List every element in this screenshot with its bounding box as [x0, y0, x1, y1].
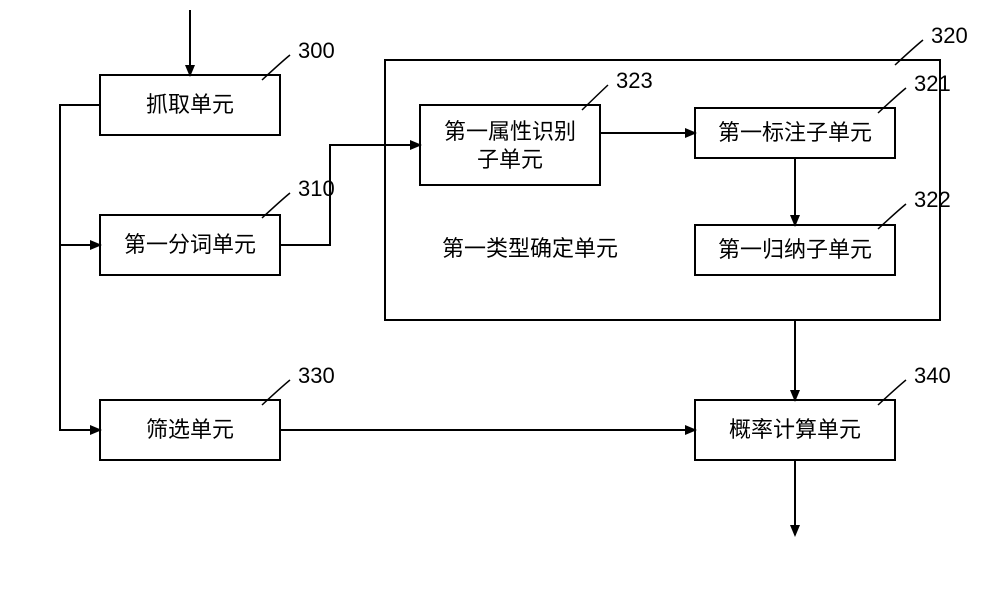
number-n310: 310	[298, 176, 335, 201]
number-n320: 320	[931, 23, 968, 48]
node-300: 抓取单元	[100, 75, 280, 135]
node-310: 第一分词单元	[100, 215, 280, 275]
number-n300: 300	[298, 38, 335, 63]
edge-e-300-310	[60, 105, 100, 245]
node-321: 第一标注子单元	[695, 108, 895, 158]
node-321-label: 第一标注子单元	[718, 120, 872, 145]
node-330-label: 筛选单元	[146, 417, 234, 442]
node-300-label: 抓取单元	[146, 92, 234, 117]
number-n340: 340	[914, 363, 951, 388]
node-330: 筛选单元	[100, 400, 280, 460]
node-310-label: 第一分词单元	[124, 232, 256, 257]
node-320-container	[385, 60, 940, 320]
number-n321: 321	[914, 71, 951, 96]
number-n322: 322	[914, 187, 951, 212]
number-n330: 330	[298, 363, 335, 388]
node-322-label: 第一归纳子单元	[718, 237, 872, 262]
node-323-label-2: 子单元	[477, 147, 543, 172]
node-340-label: 概率计算单元	[729, 417, 861, 442]
edge-e-300-330	[60, 245, 100, 430]
flow-diagram: 抓取单元 第一分词单元 筛选单元 第一属性识别 子单元 第一标注子单元 第一归纳…	[0, 0, 1000, 608]
node-320-label: 第一类型确定单元	[442, 236, 618, 261]
node-340: 概率计算单元	[695, 400, 895, 460]
number-n323: 323	[616, 68, 653, 93]
node-323: 第一属性识别 子单元	[420, 105, 600, 185]
node-322: 第一归纳子单元	[695, 225, 895, 275]
node-323-label-1: 第一属性识别	[444, 119, 576, 144]
